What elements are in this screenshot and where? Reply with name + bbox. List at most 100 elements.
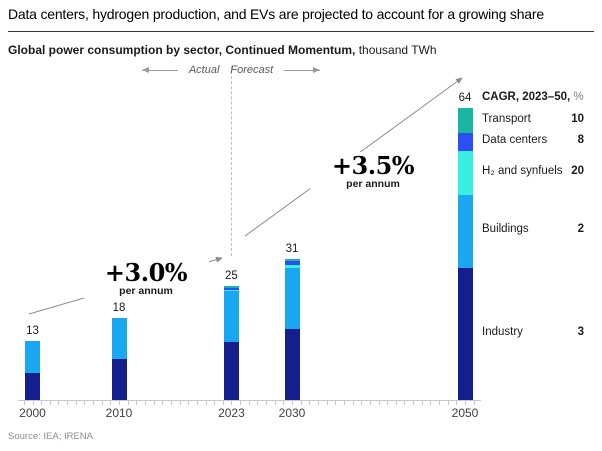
x-axis-tick <box>283 401 285 405</box>
x-axis-tick <box>101 401 103 405</box>
growth-rate-forecast: +3.5% <box>331 151 415 180</box>
bar-total-label: 31 <box>285 242 299 255</box>
x-axis-tick <box>119 401 120 405</box>
bar-segment-buildings <box>25 340 40 373</box>
x-axis-tick <box>136 401 138 405</box>
x-axis-tick <box>447 401 449 405</box>
bar-segment-industry <box>223 341 239 400</box>
x-axis-tick <box>326 401 328 405</box>
legend-label: Industry <box>482 325 523 338</box>
bar-segment-data_centers <box>457 133 473 152</box>
legend-row: Buildings 2 <box>482 223 584 235</box>
x-axis-tick <box>430 401 432 405</box>
x-axis-tick <box>170 401 172 405</box>
x-axis-tick <box>67 401 69 405</box>
growth-annotation-actual: +3.0% per annum <box>83 258 209 299</box>
x-axis-tick <box>317 401 319 405</box>
bar-segment-h2_synfuels <box>284 265 300 268</box>
bar-segment-buildings <box>284 267 300 330</box>
legend-cagr-value: 10 <box>571 112 584 125</box>
x-axis-tick <box>188 401 190 405</box>
legend-heading-bold: CAGR, 2023–50, <box>482 91 571 103</box>
x-axis-tick <box>75 401 77 405</box>
growth-rate-actual-unit: per annum <box>119 285 173 298</box>
chart-subtitle-bold: Global power consumption by sector, Cont… <box>8 43 356 57</box>
x-axis-tick <box>473 401 475 405</box>
x-axis-tick <box>58 401 60 405</box>
x-axis-tick <box>456 401 458 405</box>
bar-segment-transport <box>457 108 473 134</box>
legend-cagr-value: 3 <box>577 325 584 338</box>
bar-segment-data_centers <box>284 260 300 266</box>
growth-rate-actual: +3.0% <box>104 258 188 287</box>
bar-segment-industry <box>457 267 473 400</box>
bar-total-label: 25 <box>225 270 238 282</box>
bar-total-label: 13 <box>26 324 39 337</box>
x-axis-tick <box>153 401 155 405</box>
x-axis-tick <box>144 401 146 405</box>
bar-segment-h2_synfuels <box>457 151 473 195</box>
x-axis-tick <box>205 401 207 405</box>
x-axis-tick <box>179 401 181 405</box>
x-axis-tick <box>93 401 95 405</box>
legend-row: Transport 10 <box>482 113 584 125</box>
x-axis-tick <box>162 401 164 405</box>
chart-subtitle-unit: thousand TWh <box>358 43 437 57</box>
growth-annotation-forecast: +3.5% per annum <box>310 151 436 192</box>
x-axis-tick <box>127 401 129 405</box>
bar-segment-transport <box>223 286 239 288</box>
x-axis-tick <box>110 401 112 405</box>
legend-heading-unit: % <box>573 91 584 103</box>
x-axis-tick <box>257 401 259 405</box>
title-divider <box>8 31 594 32</box>
phase-labels: Actual Forecast <box>0 64 462 76</box>
x-axis-tick <box>361 401 363 405</box>
bar-segment-buildings <box>457 194 473 268</box>
x-axis-tick <box>214 401 216 405</box>
bar-total-label: 18 <box>112 301 126 314</box>
x-axis-label: 2000 <box>19 406 46 420</box>
bar-segment-buildings <box>223 291 239 342</box>
x-axis-tick <box>32 401 34 405</box>
legend-row: H₂ and synfuels 20 <box>482 165 584 177</box>
x-axis-tick <box>421 401 423 405</box>
actual-forecast-divider <box>231 66 232 256</box>
x-axis-tick <box>439 401 441 405</box>
x-axis-label: 2023 <box>218 406 245 420</box>
legend-label: Buildings <box>482 223 529 236</box>
legend-cagr-value: 2 <box>577 223 584 236</box>
x-axis-tick <box>465 401 466 405</box>
x-axis-label: 2010 <box>105 406 133 420</box>
legend-label: Data centers <box>482 134 548 147</box>
x-axis-tick <box>413 401 415 405</box>
bar-segment-industry <box>111 358 127 400</box>
right-arrow-icon <box>284 66 321 73</box>
x-axis-tick <box>343 401 345 405</box>
x-axis-tick <box>240 401 242 405</box>
forecast-label: Forecast <box>230 64 274 76</box>
legend-row: Industry 3 <box>482 326 584 338</box>
left-arrow-icon <box>141 66 178 73</box>
x-axis-tick <box>41 401 43 405</box>
legend-cagr-value: 8 <box>577 134 584 147</box>
x-axis-tick <box>196 401 198 405</box>
x-axis-tick <box>404 401 406 405</box>
chart-subtitle: Global power consumption by sector, Cont… <box>8 43 437 57</box>
legend-label: H₂ and synfuels <box>482 165 563 178</box>
x-axis-tick <box>387 401 389 405</box>
legend-row: Data centers 8 <box>482 134 584 146</box>
x-axis-tick <box>274 401 276 405</box>
x-axis-tick <box>266 401 268 405</box>
x-axis-label: 2050 <box>451 406 479 420</box>
x-axis-tick <box>23 401 25 405</box>
x-axis-line <box>18 400 481 401</box>
legend-label: Transport <box>482 112 531 125</box>
bar-segment-data_centers <box>223 287 239 291</box>
x-axis-tick <box>309 401 311 405</box>
x-axis-tick <box>84 401 86 405</box>
legend-heading: CAGR, 2023–50, % <box>482 91 584 103</box>
x-axis-tick <box>222 401 224 405</box>
x-axis-tick <box>395 401 397 405</box>
bar-segment-industry <box>284 329 300 400</box>
